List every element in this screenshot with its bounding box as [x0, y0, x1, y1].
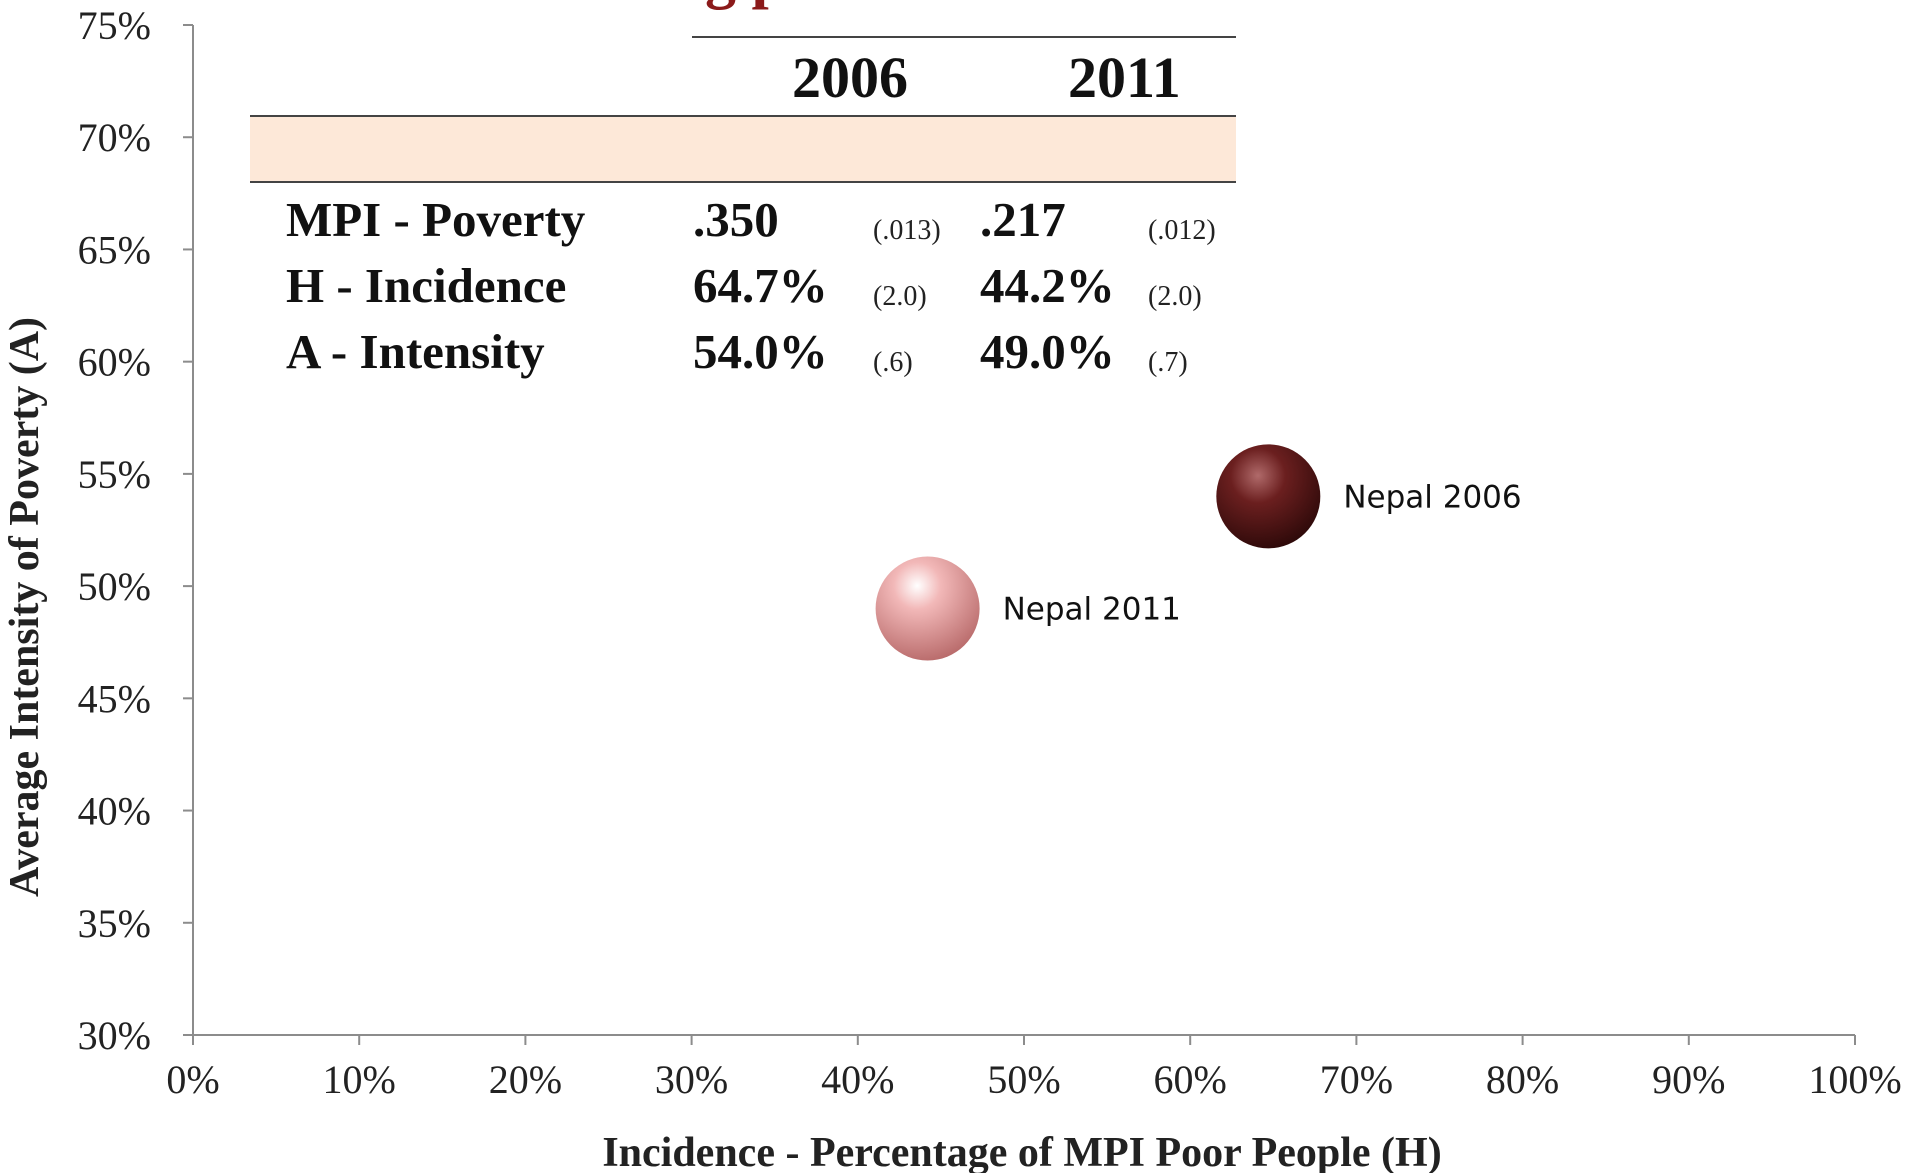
y-tick-label: 35%: [78, 901, 151, 946]
y-tick-label: 65%: [78, 227, 151, 272]
y-tick-label: 40%: [78, 789, 151, 834]
y-tick-label: 45%: [78, 676, 151, 721]
table-header-band: [250, 115, 1236, 183]
row-label: H - Incidence: [286, 258, 567, 313]
se-2011: (.7): [1148, 347, 1188, 378]
x-tick-label: 10%: [323, 1057, 396, 1102]
value-2011: 44.2%: [980, 258, 1115, 313]
y-tick-labels: 30% 35% 40% 45% 50% 55% 60% 65% 70% 75%: [78, 3, 151, 1058]
y-tick-label: 70%: [78, 115, 151, 160]
x-tick-label: 50%: [987, 1057, 1060, 1102]
x-tick-labels: 0% 10% 20% 30% 40% 50% 60% 70% 80% 90% 100%: [166, 1057, 1901, 1102]
x-axis-title: Incidence - Percentage of MPI Poor Peopl…: [602, 1130, 1441, 1173]
x-tick-label: 20%: [489, 1057, 562, 1102]
table-row: A - Intensity 54.0% (.6) 49.0% (.7): [250, 323, 1236, 389]
y-tick-label: 60%: [78, 340, 151, 385]
y-tick-label: 30%: [78, 1013, 151, 1058]
x-tick-label: 100%: [1808, 1057, 1901, 1102]
year-header-2006: 2006: [792, 45, 908, 110]
x-tick-label: 40%: [821, 1057, 894, 1102]
value-2006: 54.0%: [693, 324, 828, 379]
bubble-label: Nepal 2011: [1003, 592, 1181, 628]
y-tick-label: 50%: [78, 564, 151, 609]
chart-title-fragment: g p: [705, 0, 786, 10]
table-top-rule: [692, 36, 1236, 38]
bubble-label: Nepal 2006: [1343, 479, 1521, 515]
row-label: A - Intensity: [286, 324, 545, 379]
value-2006: .350: [693, 192, 779, 247]
x-tick-label: 80%: [1486, 1057, 1559, 1102]
value-2006: 64.7%: [693, 258, 828, 313]
bubble-nepal-2006: [1216, 444, 1321, 549]
row-label: MPI - Poverty: [286, 192, 586, 247]
se-2006: (.013): [873, 215, 941, 246]
year-header-2011: 2011: [1068, 45, 1181, 110]
x-tick-label: 30%: [655, 1057, 728, 1102]
value-2011: .217: [980, 192, 1066, 247]
y-tick-label: 55%: [78, 452, 151, 497]
table-row: MPI - Poverty .350 (.013) .217 (.012): [250, 191, 1236, 257]
se-2006: (2.0): [873, 281, 927, 312]
bubble-nepal-2011: [875, 556, 980, 661]
x-tick-label: 0%: [166, 1057, 219, 1102]
bubbles: Nepal 2006 Nepal 2011: [875, 444, 1522, 661]
axes: [183, 24, 1856, 1045]
se-2006: (.6): [873, 347, 913, 378]
y-axis-title: Average Intensity of Poverty (A): [2, 317, 48, 897]
x-tick-label: 90%: [1652, 1057, 1725, 1102]
se-2011: (.012): [1148, 215, 1216, 246]
value-2011: 49.0%: [980, 324, 1115, 379]
y-tick-label: 75%: [78, 3, 151, 48]
table-row: H - Incidence 64.7% (2.0) 44.2% (2.0): [250, 257, 1236, 323]
x-tick-label: 70%: [1320, 1057, 1393, 1102]
se-2011: (2.0): [1148, 281, 1202, 312]
x-tick-label: 60%: [1154, 1057, 1227, 1102]
